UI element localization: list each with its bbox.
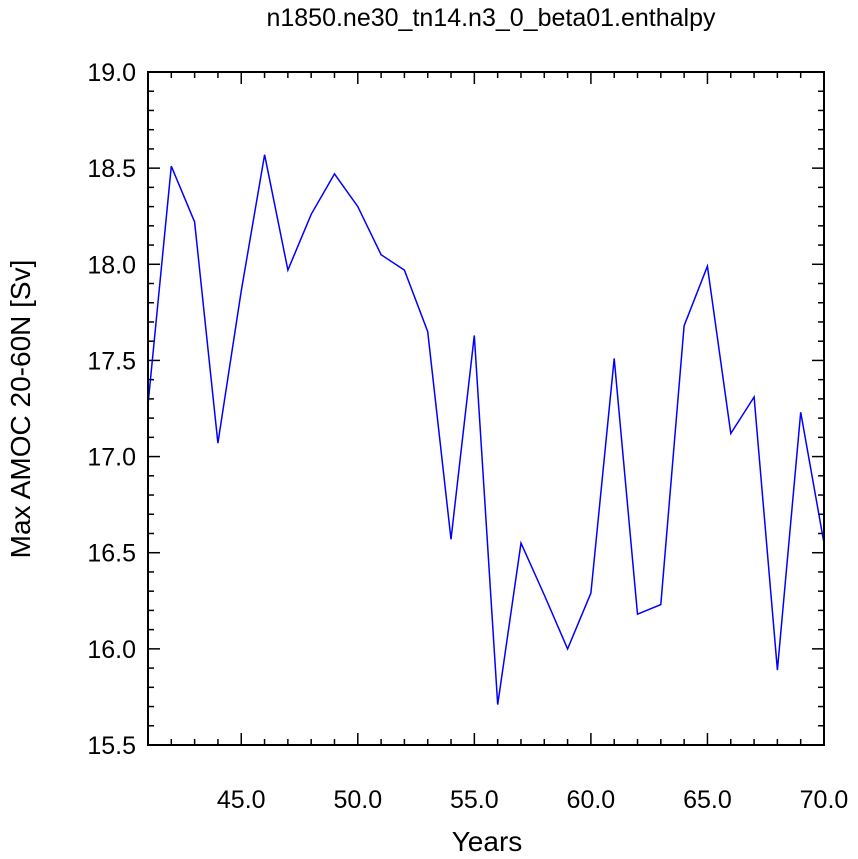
- y-tick-label: 18.5: [87, 155, 136, 183]
- x-tick-label: 70.0: [800, 786, 849, 814]
- y-tick-label: 17.5: [87, 347, 136, 375]
- y-tick-label: 16.0: [87, 636, 136, 664]
- plot-frame: [147, 71, 825, 746]
- series-line: [147, 154, 825, 705]
- y-tick-label: 19.0: [87, 59, 136, 87]
- x-tick-label: 65.0: [683, 786, 732, 814]
- x-tick-label: 60.0: [567, 786, 616, 814]
- x-tick-label: 55.0: [450, 786, 499, 814]
- y-tick-labels: 15.5 16.0 16.5 17.0 17.5 18.0 18.5 19.0: [87, 59, 136, 760]
- x-axis-label: Years: [452, 826, 523, 857]
- y-tick-label: 16.5: [87, 540, 136, 568]
- y-tick-label: 17.0: [87, 444, 136, 472]
- x-tick-label: 50.0: [333, 786, 382, 814]
- y-tick-label: 15.5: [87, 732, 136, 760]
- x-tick-labels: 45.0 50.0 55.0 60.0 65.0 70.0: [217, 786, 848, 814]
- chart-title: n1850.ne30_tn14.n3_0_beta01.enthalpy: [266, 4, 716, 32]
- y-axis-label: Max AMOC 20-60N [Sv]: [5, 260, 36, 559]
- y-tick-label: 18.0: [87, 251, 136, 279]
- x-tick-label: 45.0: [217, 786, 266, 814]
- axis-ticks: [147, 71, 825, 746]
